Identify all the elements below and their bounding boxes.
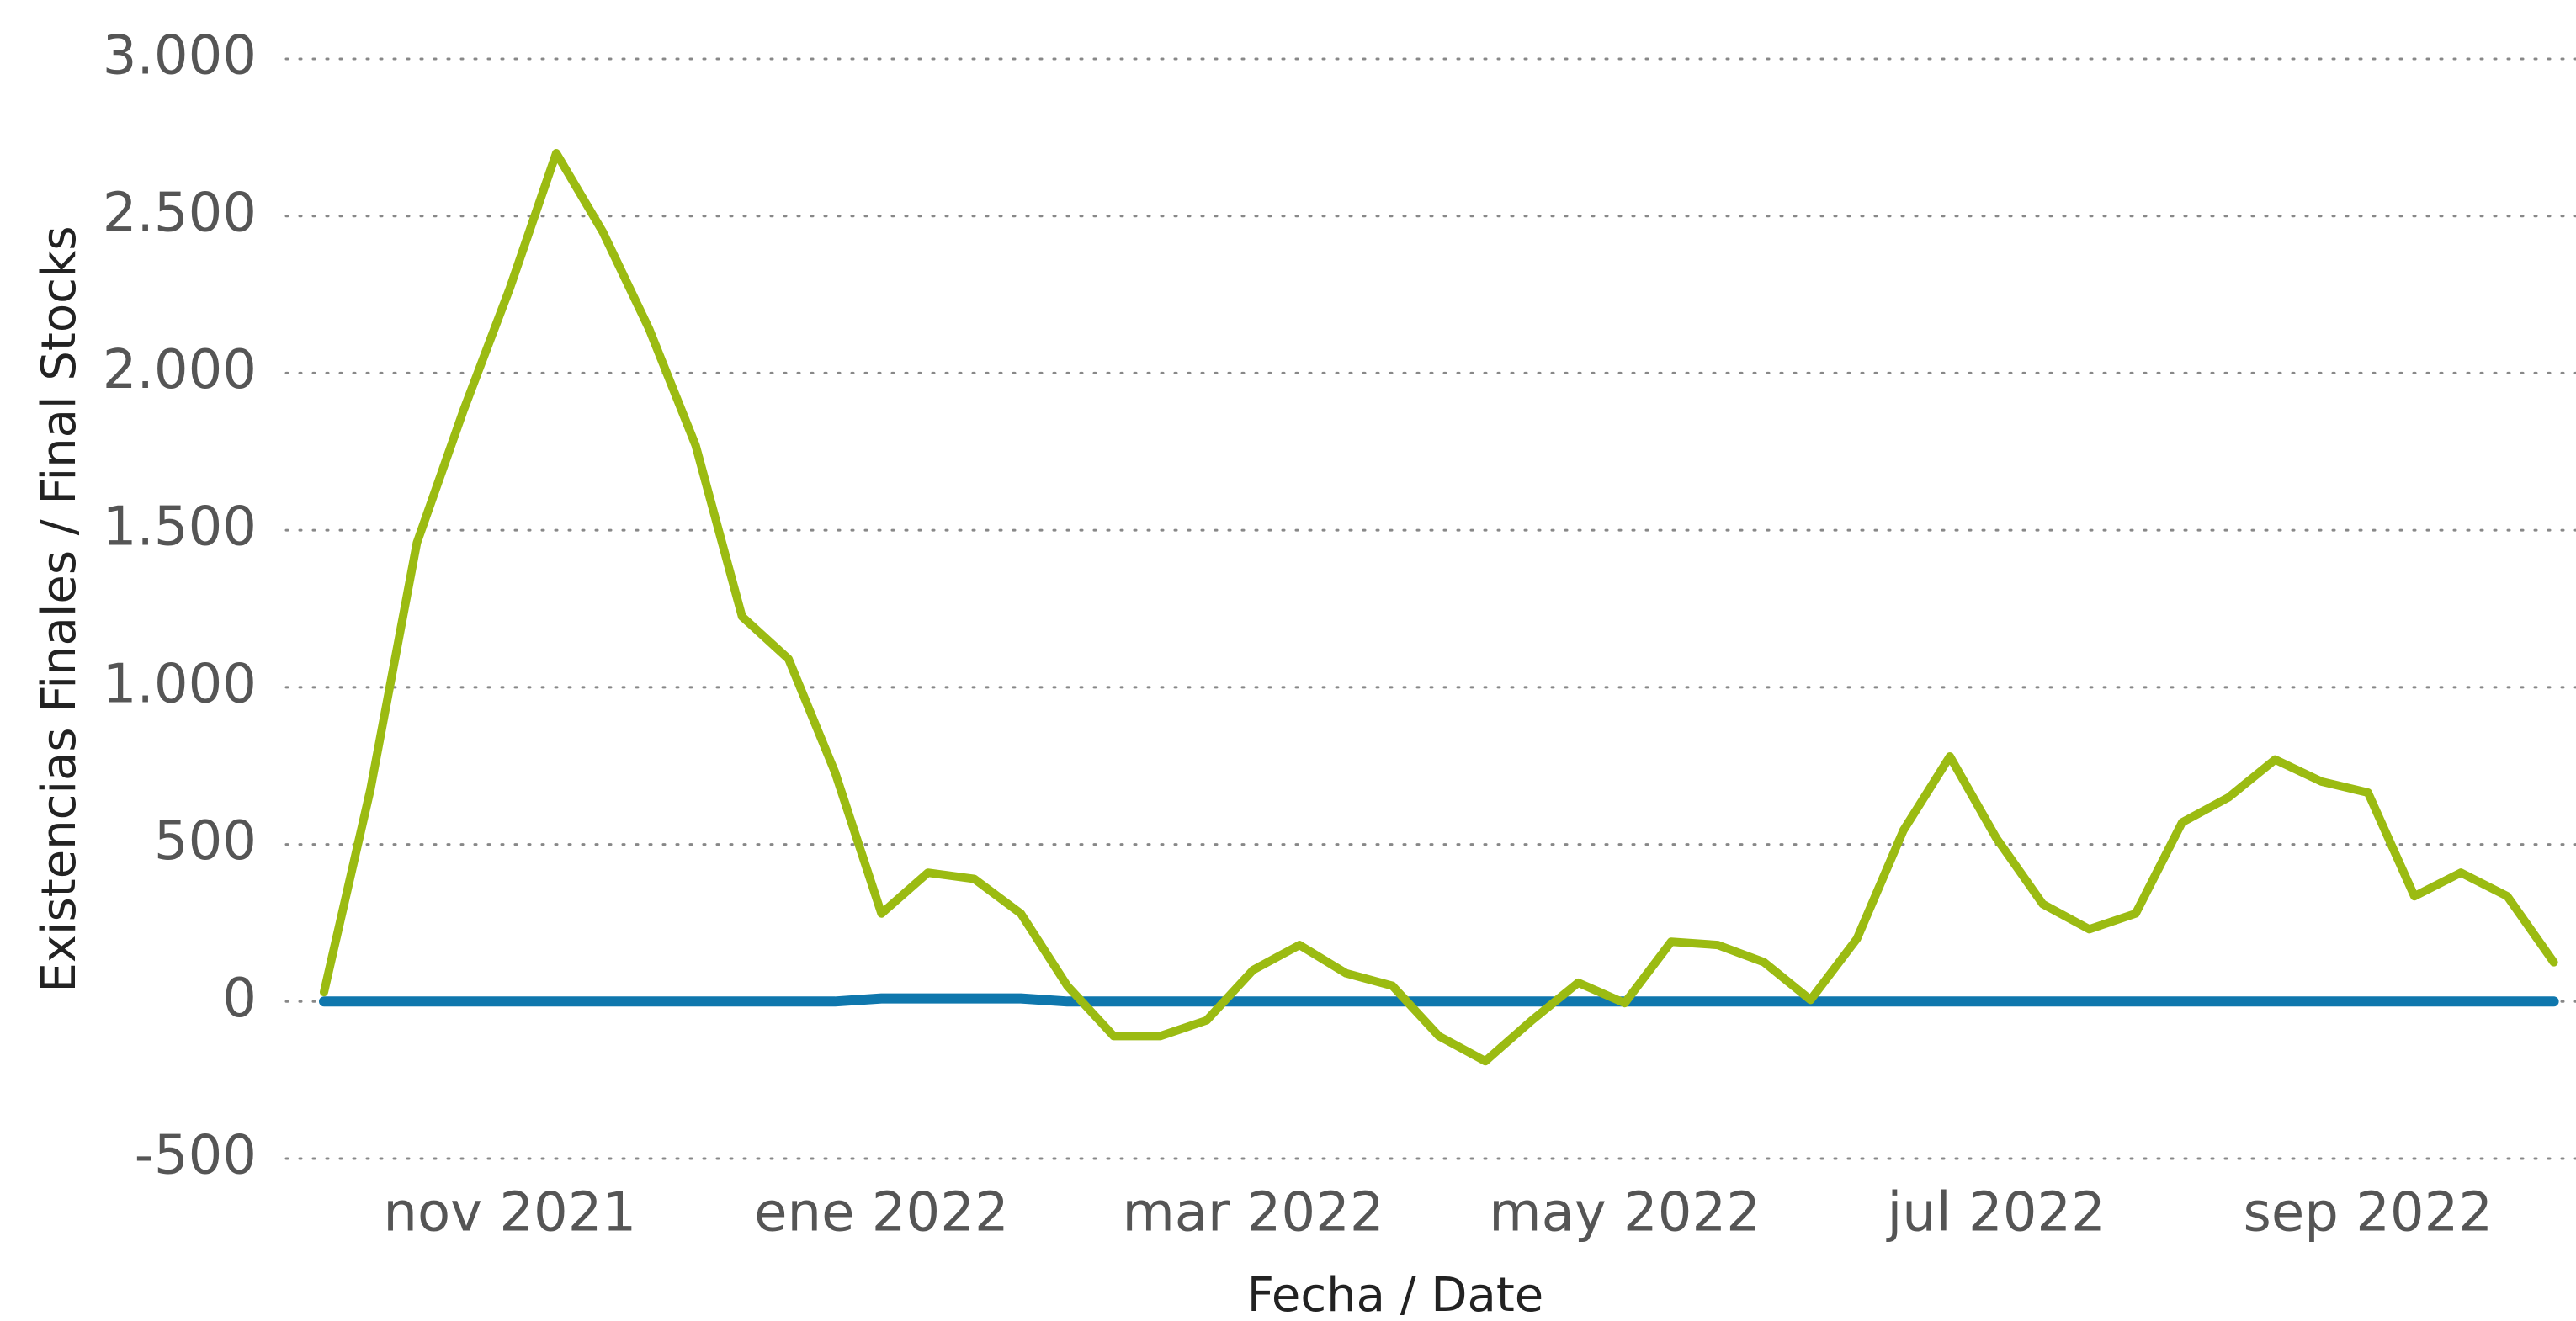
- x-axis-title: Fecha / Date: [1247, 1268, 1544, 1321]
- x-tick-label: mar 2022: [1122, 1182, 1384, 1244]
- x-tick-label: ene 2022: [754, 1182, 1009, 1244]
- x-tick-label: nov 2021: [383, 1182, 636, 1244]
- x-tick-label: sep 2022: [2244, 1182, 2494, 1244]
- x-tick-label: jul 2022: [1886, 1182, 2106, 1244]
- y-tick-label: 500: [154, 810, 257, 873]
- y-tick-label: 2.500: [103, 182, 257, 244]
- series-line: [319, 993, 2559, 1007]
- series-line: [320, 149, 2558, 1066]
- x-tick-label: may 2022: [1489, 1182, 1761, 1244]
- y-axis-title: Existencias Finales / Final Stocks: [32, 226, 87, 993]
- y-tick-label: 3.000: [103, 25, 257, 88]
- y-tick-label: 2.000: [103, 339, 257, 401]
- y-tick-label: -500: [135, 1125, 257, 1187]
- y-tick-label: 0: [222, 968, 257, 1030]
- y-tick-label: 1.000: [103, 653, 257, 715]
- y-tick-label: 1.500: [103, 496, 257, 559]
